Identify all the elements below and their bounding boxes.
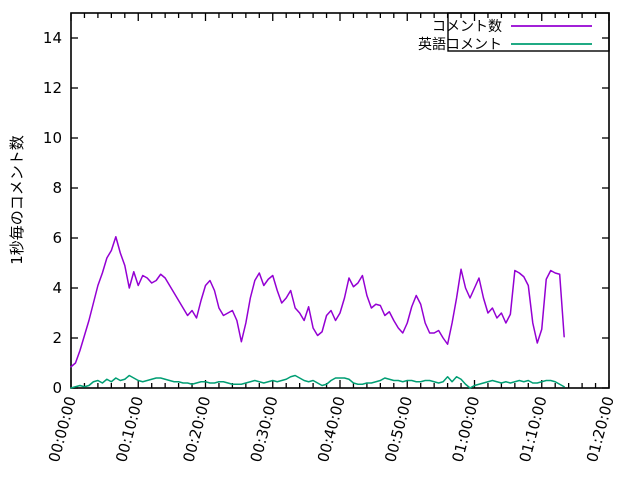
x-axis-tick-marks	[70, 13, 610, 388]
y-tick-label: 12	[43, 79, 62, 97]
legend-label: コメント数	[432, 19, 502, 35]
y-tick-label: 2	[52, 329, 62, 347]
y-tick-label: 0	[52, 379, 62, 397]
y-tick-label: 8	[52, 179, 62, 197]
series-line-コメント数	[70, 236, 565, 368]
x-axis-tick-labels: 00:00:00 00:10:00 00:20:00 00:30:00 00:40:00…	[45, 394, 618, 464]
y-tick-label: 6	[52, 229, 62, 247]
y-axis-tick-labels: 0 2 4 6 8 10 12 14	[43, 29, 62, 397]
y-tick-label: 14	[43, 29, 62, 47]
plot-frame	[70, 12, 610, 389]
x-tick-label: 00:10:00	[112, 394, 147, 464]
x-tick-label: 00:30:00	[247, 394, 282, 464]
series-lines	[70, 236, 565, 389]
y-axis-title: 1秒毎のコメント数	[8, 135, 26, 265]
y-axis-tick-marks	[71, 37, 609, 389]
x-tick-label: 01:10:00	[516, 394, 551, 464]
x-tick-label: 01:20:00	[583, 394, 618, 464]
x-tick-label: 00:20:00	[180, 394, 215, 464]
series-line-英語コメント	[70, 374, 565, 389]
y-tick-label: 4	[52, 279, 62, 297]
y-tick-label: 10	[43, 129, 62, 147]
x-tick-label: 00:00:00	[45, 394, 80, 464]
legend-label: 英語コメント	[418, 36, 502, 53]
x-tick-label: 00:50:00	[381, 394, 416, 464]
x-tick-label: 00:40:00	[314, 394, 349, 464]
x-axis-minor-tick-marks	[83, 13, 597, 388]
x-tick-label: 01:00:00	[449, 394, 484, 464]
legend-border	[447, 12, 610, 52]
y-axis-title-label: 1秒毎のコメント数	[8, 135, 26, 265]
